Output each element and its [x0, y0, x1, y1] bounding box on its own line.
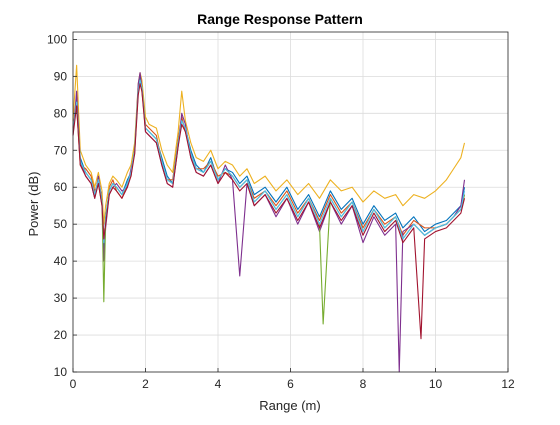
y-tick-label: 90 [54, 69, 68, 83]
ticks: 0 2 4 6 8 10 12 10 20 30 40 50 60 70 80 90 100 [47, 32, 515, 391]
x-tick-label: 8 [360, 377, 367, 391]
x-axis-label: Range (m) [259, 398, 320, 413]
x-tick-label: 6 [287, 377, 294, 391]
series-line-7 [72, 83, 466, 340]
y-tick-label: 70 [54, 143, 68, 157]
series-lines [72, 64, 466, 373]
y-tick-label: 60 [54, 180, 68, 194]
x-tick-label: 12 [501, 377, 515, 391]
x-tick-label: 10 [429, 377, 443, 391]
y-tick-label: 30 [54, 291, 68, 305]
x-tick-label: 2 [142, 377, 149, 391]
x-tick-label: 0 [70, 377, 77, 391]
series-line-3 [72, 64, 466, 225]
y-axis-label: Power (dB) [26, 171, 41, 236]
chart-title: Range Response Pattern [197, 11, 363, 27]
y-tick-label: 50 [54, 217, 68, 231]
y-tick-label: 80 [54, 106, 68, 120]
y-tick-label: 100 [47, 32, 67, 46]
y-tick-label: 20 [54, 328, 68, 342]
y-tick-label: 10 [54, 365, 68, 379]
x-tick-label: 4 [215, 377, 222, 391]
y-tick-label: 40 [54, 254, 68, 268]
